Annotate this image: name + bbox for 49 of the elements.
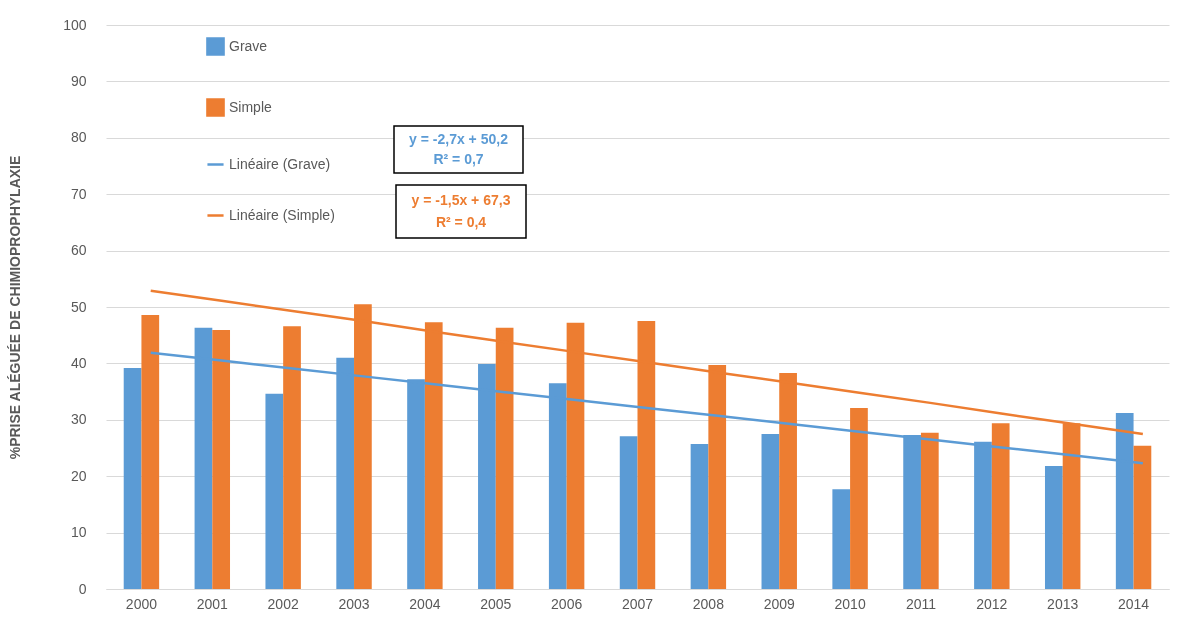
x-tick-label: 2002 <box>267 595 299 612</box>
x-tick-label: 2001 <box>196 595 229 612</box>
x-tick-label: 2014 <box>1117 595 1150 612</box>
bar <box>212 330 231 589</box>
y-tick-label: 90 <box>70 72 87 89</box>
x-tick-label: 2011 <box>905 595 937 612</box>
y-tick-label: 70 <box>70 185 87 202</box>
x-tick-label: 2013 <box>1047 595 1079 612</box>
y-tick-label: 0 <box>78 580 87 597</box>
legend-label: Linéaire (Simple) <box>229 206 335 223</box>
bar <box>283 326 301 589</box>
x-tick-label: 2006 <box>551 595 583 612</box>
bar <box>1133 445 1152 589</box>
annotation: R² = 0,4 <box>435 214 487 231</box>
legend-label: Simple <box>229 98 273 115</box>
y-tick-label: 50 <box>70 298 87 315</box>
bar <box>690 444 709 589</box>
bar <box>832 489 851 589</box>
bar <box>265 393 284 589</box>
x-tick-label: 2009 <box>763 595 796 612</box>
x-tick-label: 2004 <box>409 595 441 612</box>
y-tick-label: 20 <box>70 467 87 484</box>
x-tick-label: 2012 <box>976 595 1008 612</box>
y-tick-label: 40 <box>70 354 87 371</box>
x-tick-label: 2005 <box>480 595 512 612</box>
y-tick-label: 30 <box>70 411 87 428</box>
bar <box>991 423 1010 589</box>
y-tick-label: 80 <box>70 129 87 146</box>
x-tick-label: 2000 <box>125 595 158 612</box>
bar <box>1044 466 1063 589</box>
annotation: y = -1,5x + 67,3 <box>411 191 511 208</box>
legend-label: Grave <box>229 37 268 54</box>
x-tick-label: 2007 <box>621 595 654 612</box>
bar <box>761 433 780 589</box>
bar <box>141 314 160 589</box>
x-tick-label: 2008 <box>692 595 725 612</box>
annotation: y = -2,7x + 50,2 <box>409 131 509 148</box>
legend-label: Linéaire (Grave) <box>229 155 331 172</box>
bar <box>920 432 939 589</box>
y-tick-label: 100 <box>63 16 87 33</box>
bar <box>123 367 142 589</box>
annotation: R² = 0,7 <box>433 150 484 167</box>
bar <box>619 436 638 589</box>
y-tick-label: 10 <box>70 524 87 541</box>
x-tick-label: 2003 <box>338 595 370 612</box>
x-tick-label: 2010 <box>834 595 866 612</box>
bar <box>850 407 868 589</box>
y-axis-title: %PRISE ALÉGUÉE DE CHIMIOPROPHYLAXIE <box>7 155 24 460</box>
y-tick-label: 60 <box>70 242 87 259</box>
